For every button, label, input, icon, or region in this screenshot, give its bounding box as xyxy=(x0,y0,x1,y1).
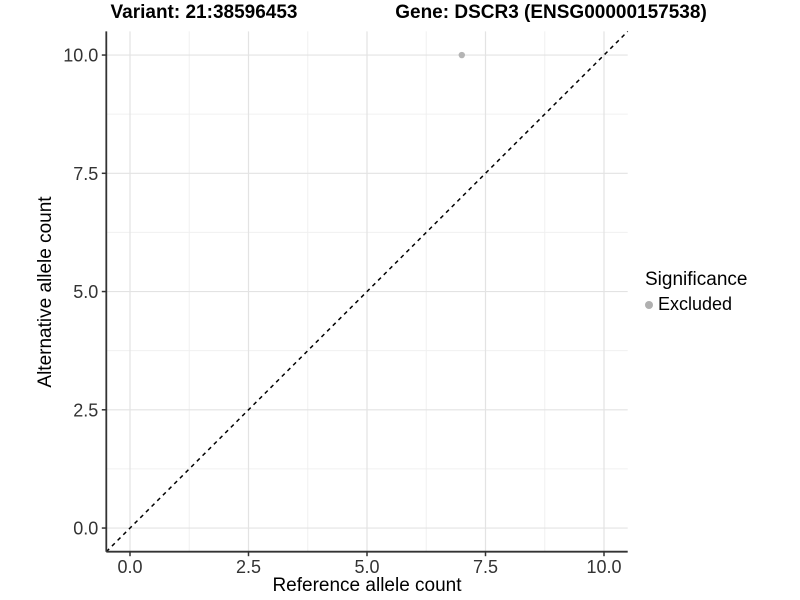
x-tick-label: 0.0 xyxy=(117,557,142,577)
x-axis-title: Reference allele count xyxy=(272,575,462,596)
excluded-point-icon xyxy=(645,300,653,309)
variant-title: Variant: 21:38596453 xyxy=(110,2,298,23)
y-tick-label: 0.0 xyxy=(73,519,98,539)
y-tick-label: 5.0 xyxy=(73,282,98,302)
x-tick-label: 7.5 xyxy=(473,557,498,577)
y-axis-title: Alternative allele count xyxy=(35,196,56,388)
y-tick-label: 2.5 xyxy=(73,400,98,420)
legend-item-excluded: Excluded xyxy=(645,294,747,315)
x-tick-label: 5.0 xyxy=(354,557,379,577)
y-tick-label: 7.5 xyxy=(73,164,98,184)
gene-title: Gene: DSCR3 (ENSG00000157538) xyxy=(395,2,707,23)
legend-title: Significance xyxy=(645,269,748,290)
x-tick-label: 10.0 xyxy=(586,557,621,577)
y-tick-label: 10.0 xyxy=(63,46,98,66)
legend: Significance Excluded xyxy=(645,269,747,315)
x-tick-label: 2.5 xyxy=(236,557,261,577)
legend-item-label: Excluded xyxy=(658,294,733,314)
